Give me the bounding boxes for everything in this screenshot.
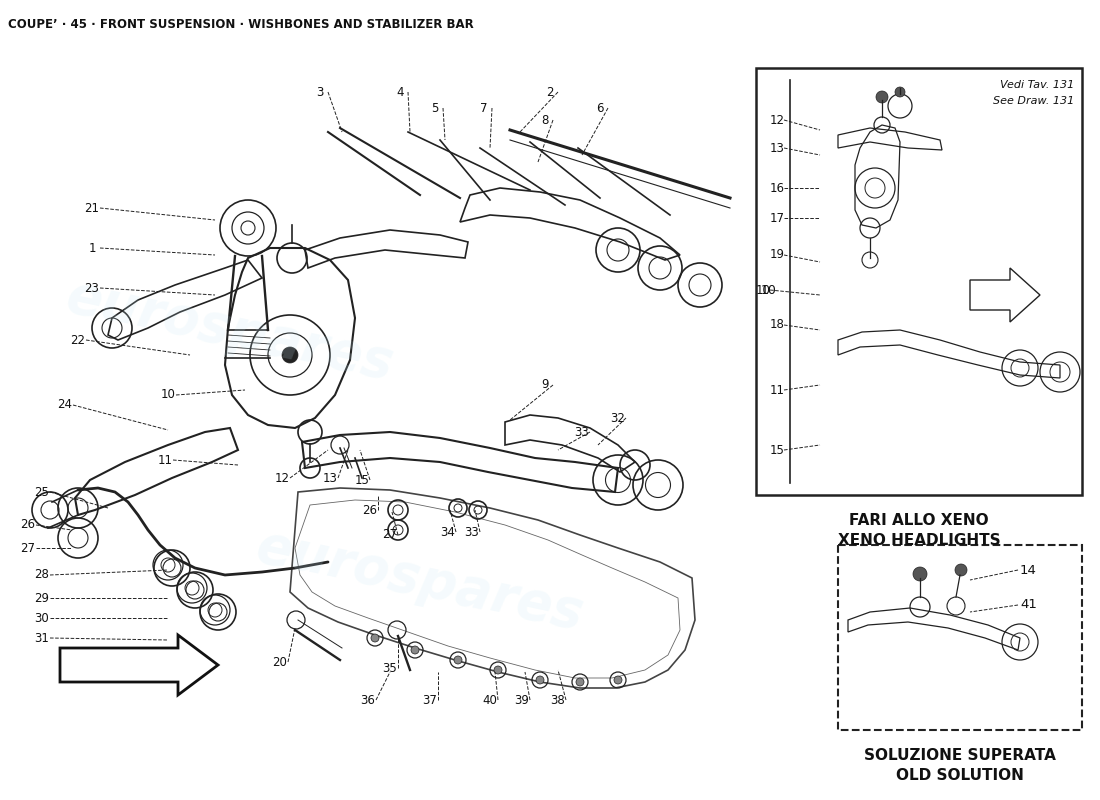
Circle shape <box>411 646 419 654</box>
Text: 31: 31 <box>34 631 50 645</box>
Text: 24: 24 <box>57 398 73 411</box>
Text: 30: 30 <box>34 611 50 625</box>
Text: 15: 15 <box>354 474 370 486</box>
Text: 32: 32 <box>610 411 626 425</box>
Text: 5: 5 <box>431 102 439 114</box>
Text: 29: 29 <box>34 591 50 605</box>
Text: 33: 33 <box>464 526 480 538</box>
Text: 33: 33 <box>574 426 590 438</box>
Text: 25: 25 <box>34 486 50 498</box>
Text: 10: 10 <box>161 389 175 402</box>
Text: XENO HEADLIGHTS: XENO HEADLIGHTS <box>838 533 1000 548</box>
Text: 14: 14 <box>1020 563 1037 577</box>
Circle shape <box>494 666 502 674</box>
Circle shape <box>913 567 927 581</box>
Text: eurospares: eurospares <box>62 270 398 390</box>
Circle shape <box>282 347 298 363</box>
Bar <box>838 545 1082 730</box>
Text: See Draw. 131: See Draw. 131 <box>992 96 1074 106</box>
Text: 15: 15 <box>770 443 785 457</box>
Text: 2: 2 <box>547 86 553 98</box>
Text: 11: 11 <box>770 383 785 397</box>
Text: 40: 40 <box>483 694 497 706</box>
Text: 9: 9 <box>541 378 549 391</box>
Circle shape <box>614 676 622 684</box>
Text: 18: 18 <box>770 318 785 331</box>
Text: 27: 27 <box>383 529 397 542</box>
Text: 12: 12 <box>770 114 785 126</box>
Text: 26: 26 <box>363 503 377 517</box>
Circle shape <box>876 91 888 103</box>
Text: 19: 19 <box>770 249 785 262</box>
Circle shape <box>576 678 584 686</box>
Text: 20: 20 <box>273 655 287 669</box>
Text: 17: 17 <box>770 211 785 225</box>
Text: 11: 11 <box>157 454 173 466</box>
Text: 4: 4 <box>396 86 404 98</box>
Text: 36: 36 <box>361 694 375 706</box>
Bar <box>756 68 1082 495</box>
Circle shape <box>371 634 380 642</box>
Text: 22: 22 <box>70 334 86 346</box>
Text: 6: 6 <box>596 102 604 114</box>
Text: OLD SOLUTION: OLD SOLUTION <box>896 768 1024 783</box>
Text: 34: 34 <box>441 526 455 538</box>
Text: 3: 3 <box>317 86 323 98</box>
Text: 13: 13 <box>322 471 338 485</box>
Text: 8: 8 <box>541 114 549 126</box>
Text: Vedi Tav. 131: Vedi Tav. 131 <box>1000 80 1074 90</box>
Circle shape <box>536 676 544 684</box>
Text: 13: 13 <box>770 142 785 154</box>
Text: 38: 38 <box>551 694 565 706</box>
Text: FARI ALLO XENO: FARI ALLO XENO <box>849 513 989 528</box>
Text: 12: 12 <box>275 471 289 485</box>
Text: COUPE’ · 45 · FRONT SUSPENSION · WISHBONES AND STABILIZER BAR: COUPE’ · 45 · FRONT SUSPENSION · WISHBON… <box>8 18 474 31</box>
Text: 1: 1 <box>88 242 96 254</box>
Text: SOLUZIONE SUPERATA: SOLUZIONE SUPERATA <box>865 748 1056 763</box>
Text: 37: 37 <box>422 694 438 706</box>
Text: 7: 7 <box>481 102 487 114</box>
Text: 21: 21 <box>85 202 99 214</box>
Text: 27: 27 <box>21 542 35 554</box>
Text: 26: 26 <box>21 518 35 531</box>
Circle shape <box>895 87 905 97</box>
Circle shape <box>454 656 462 664</box>
Text: 28: 28 <box>34 569 50 582</box>
Circle shape <box>955 564 967 576</box>
Text: eurospares: eurospares <box>252 520 589 640</box>
Text: 23: 23 <box>85 282 99 294</box>
Text: 41: 41 <box>1020 598 1037 611</box>
Text: 10: 10 <box>761 283 777 297</box>
Text: 16: 16 <box>770 182 785 194</box>
Text: 39: 39 <box>515 694 529 706</box>
Text: 35: 35 <box>383 662 397 674</box>
Text: 10: 10 <box>756 283 771 297</box>
